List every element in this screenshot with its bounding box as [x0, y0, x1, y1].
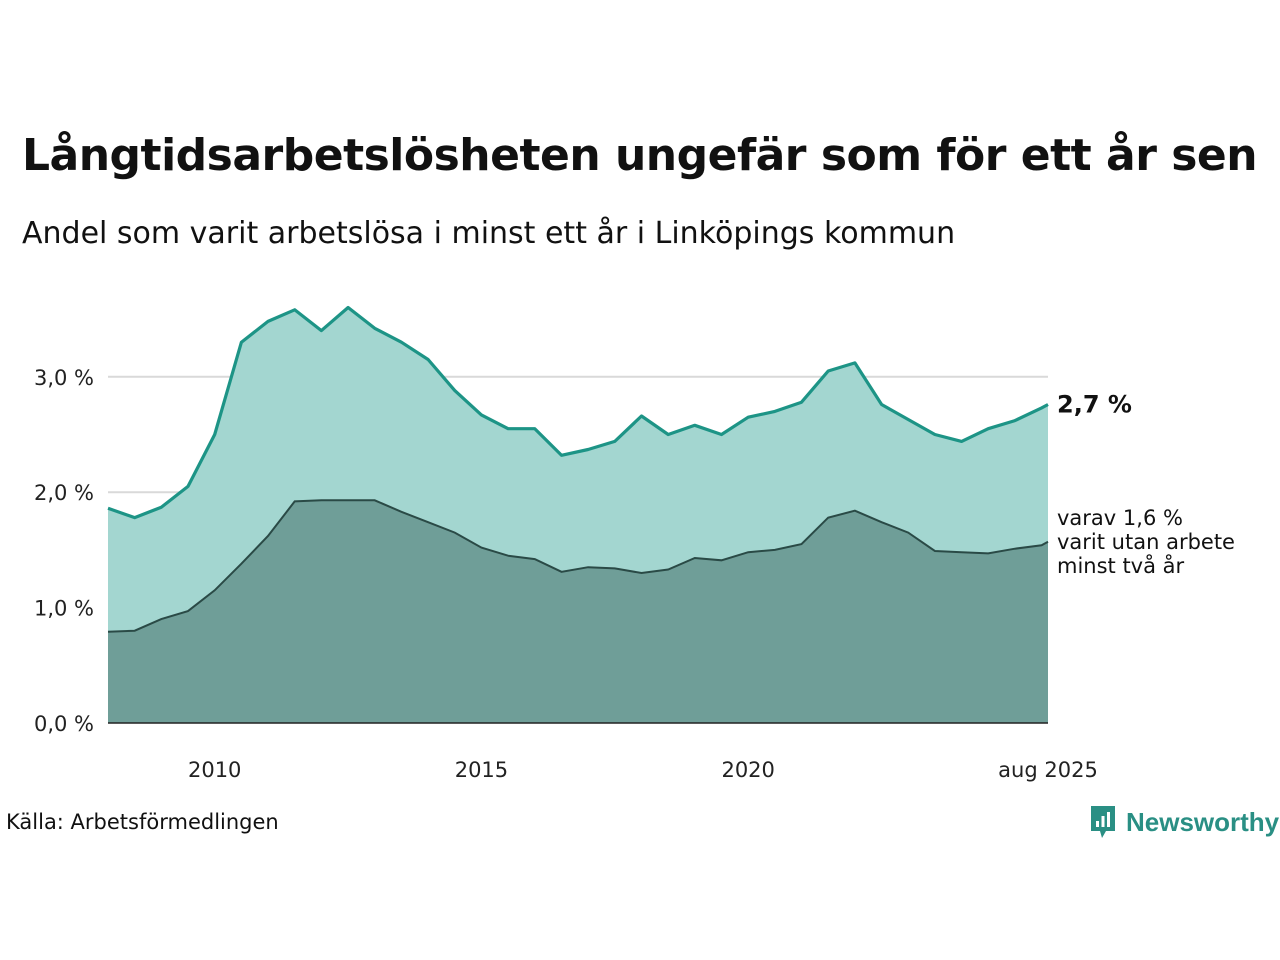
y-tick-label: 0,0 %	[34, 712, 94, 736]
long-end-label: varit utan arbete	[1057, 530, 1235, 554]
brand-name: Newsworthy	[1126, 806, 1280, 837]
source-label: Källa: Arbetsförmedlingen	[6, 810, 279, 834]
chart-title: Långtidsarbetslösheten ungefär som för e…	[22, 130, 1258, 181]
x-tick-label: aug 2025	[998, 758, 1098, 782]
area-chart: 0,0 % 1,0 % 2,0 % 3,0 % 2010 2015 2020 aug 202…	[34, 305, 1235, 782]
y-tick-label: 2,0 %	[34, 481, 94, 505]
x-tick-label: 2020	[721, 758, 774, 782]
y-tick-label: 1,0 %	[34, 597, 94, 621]
x-tick-label: 2010	[188, 758, 241, 782]
total-line	[107, 305, 1049, 520]
long-area	[108, 500, 1048, 723]
long-end-label: minst två år	[1057, 553, 1185, 578]
total-end-label: 2,7 %	[1057, 390, 1132, 418]
x-tick-label: 2015	[455, 758, 508, 782]
long-end-label: varav 1,6 %	[1057, 506, 1183, 530]
brand-logo: Newsworthy	[1088, 804, 1279, 840]
long-line	[107, 499, 1049, 633]
chart-subtitle: Andel som varit arbetslösa i minst ett å…	[22, 216, 956, 251]
y-tick-label: 3,0 %	[34, 366, 94, 390]
newsworthy-logo-icon	[1091, 806, 1115, 838]
